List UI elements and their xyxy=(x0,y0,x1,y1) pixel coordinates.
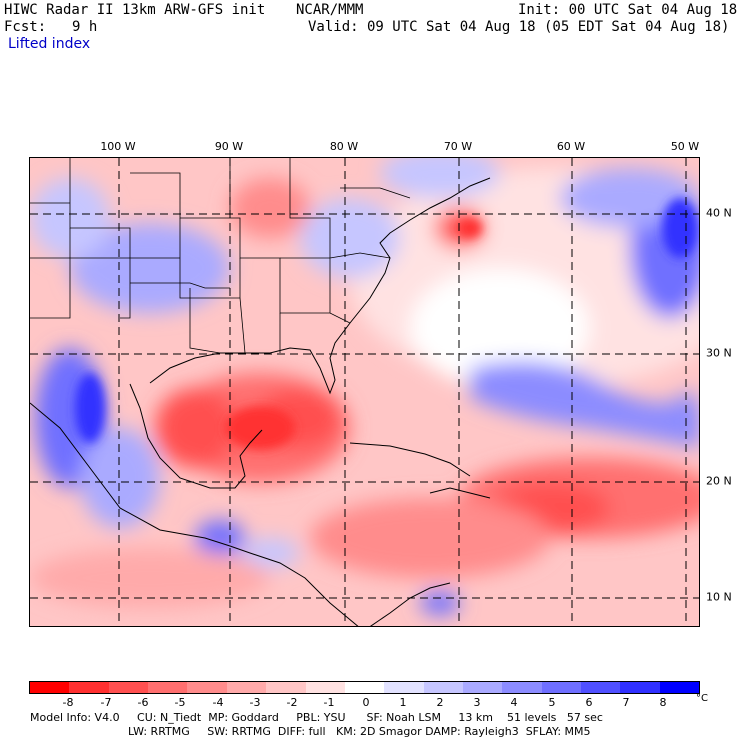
color-swatch xyxy=(344,682,385,693)
colorbar-tick: 6 xyxy=(585,696,593,709)
lon-label-50w: 50 W xyxy=(670,140,700,153)
colorbar-tick: 2 xyxy=(436,696,444,709)
colorbar-tick: -6 xyxy=(137,696,149,709)
colorbar-tick: -3 xyxy=(249,696,261,709)
lon-label-70w: 70 W xyxy=(443,140,473,153)
colorbar-tick: 1 xyxy=(399,696,407,709)
lat-label-10n: 10 N xyxy=(706,590,732,604)
color-swatch xyxy=(581,682,621,693)
lat-label-30n: 30 N xyxy=(706,346,732,360)
colorbar-tick: -7 xyxy=(100,696,112,709)
colorbar-tick: -8 xyxy=(62,696,74,709)
lon-label-60w: 60 W xyxy=(556,140,586,153)
graticule xyxy=(30,158,699,626)
org-label: NCAR/MMM xyxy=(296,2,364,18)
state-borders xyxy=(30,158,411,354)
color-swatch xyxy=(305,682,345,693)
valid-time: Valid: 09 UTC Sat 04 Aug 18 (05 EDT Sat … xyxy=(308,19,730,35)
colorbar-tick: -4 xyxy=(212,696,224,709)
lon-label-90w: 90 W xyxy=(214,140,244,153)
model-title: HIWC Radar II 13km ARW-GFS init xyxy=(4,2,266,18)
lat-label-40n: 40 N xyxy=(706,206,732,220)
colorbar-tick: -2 xyxy=(286,696,298,709)
color-swatch xyxy=(384,682,424,693)
colorbar-tick: 0 xyxy=(362,696,370,709)
field-name: Lifted index xyxy=(8,36,91,52)
color-swatch xyxy=(226,682,267,693)
color-swatch xyxy=(541,682,582,693)
colorbar-tick: 5 xyxy=(548,696,556,709)
color-swatch xyxy=(69,682,109,693)
forecast-hour: 9 h xyxy=(72,19,98,35)
colorbar-tick: 4 xyxy=(510,696,518,709)
colorbar-tick: -5 xyxy=(174,696,186,709)
color-swatch xyxy=(148,682,188,693)
color-swatch xyxy=(30,682,70,693)
color-swatch xyxy=(423,682,463,693)
forecast-label: Fcst: xyxy=(4,19,47,35)
color-swatch xyxy=(462,682,503,693)
map-canvas xyxy=(30,158,699,626)
lifted-index-map xyxy=(29,157,700,627)
color-swatch xyxy=(187,682,227,693)
field-detail xyxy=(75,198,698,450)
colorbar-tick: 7 xyxy=(622,696,630,709)
color-swatch xyxy=(266,682,306,693)
model-info-line-2: LW: RRTMG SW: RRTMG DIFF: full KM: 2D Sm… xyxy=(128,725,591,738)
colorbar-unit: °C xyxy=(696,693,708,704)
color-swatch xyxy=(502,682,542,693)
color-swatch xyxy=(108,682,149,693)
colorbar-tick: -1 xyxy=(323,696,335,709)
lon-label-80w: 80 W xyxy=(329,140,359,153)
colorbar-tick: 3 xyxy=(473,696,481,709)
color-scale-bar xyxy=(29,681,700,694)
color-swatch xyxy=(659,682,700,693)
color-swatch xyxy=(620,682,660,693)
coastlines xyxy=(30,177,491,626)
colorbar-tick: 8 xyxy=(659,696,667,709)
model-info-line-1: Model Info: V4.0 CU: N_Tiedt MP: Goddard… xyxy=(30,711,603,724)
init-time: Init: 00 UTC Sat 04 Aug 18 xyxy=(518,2,738,18)
lat-label-20n: 20 N xyxy=(706,474,732,488)
lon-label-100w: 100 W xyxy=(100,140,136,153)
